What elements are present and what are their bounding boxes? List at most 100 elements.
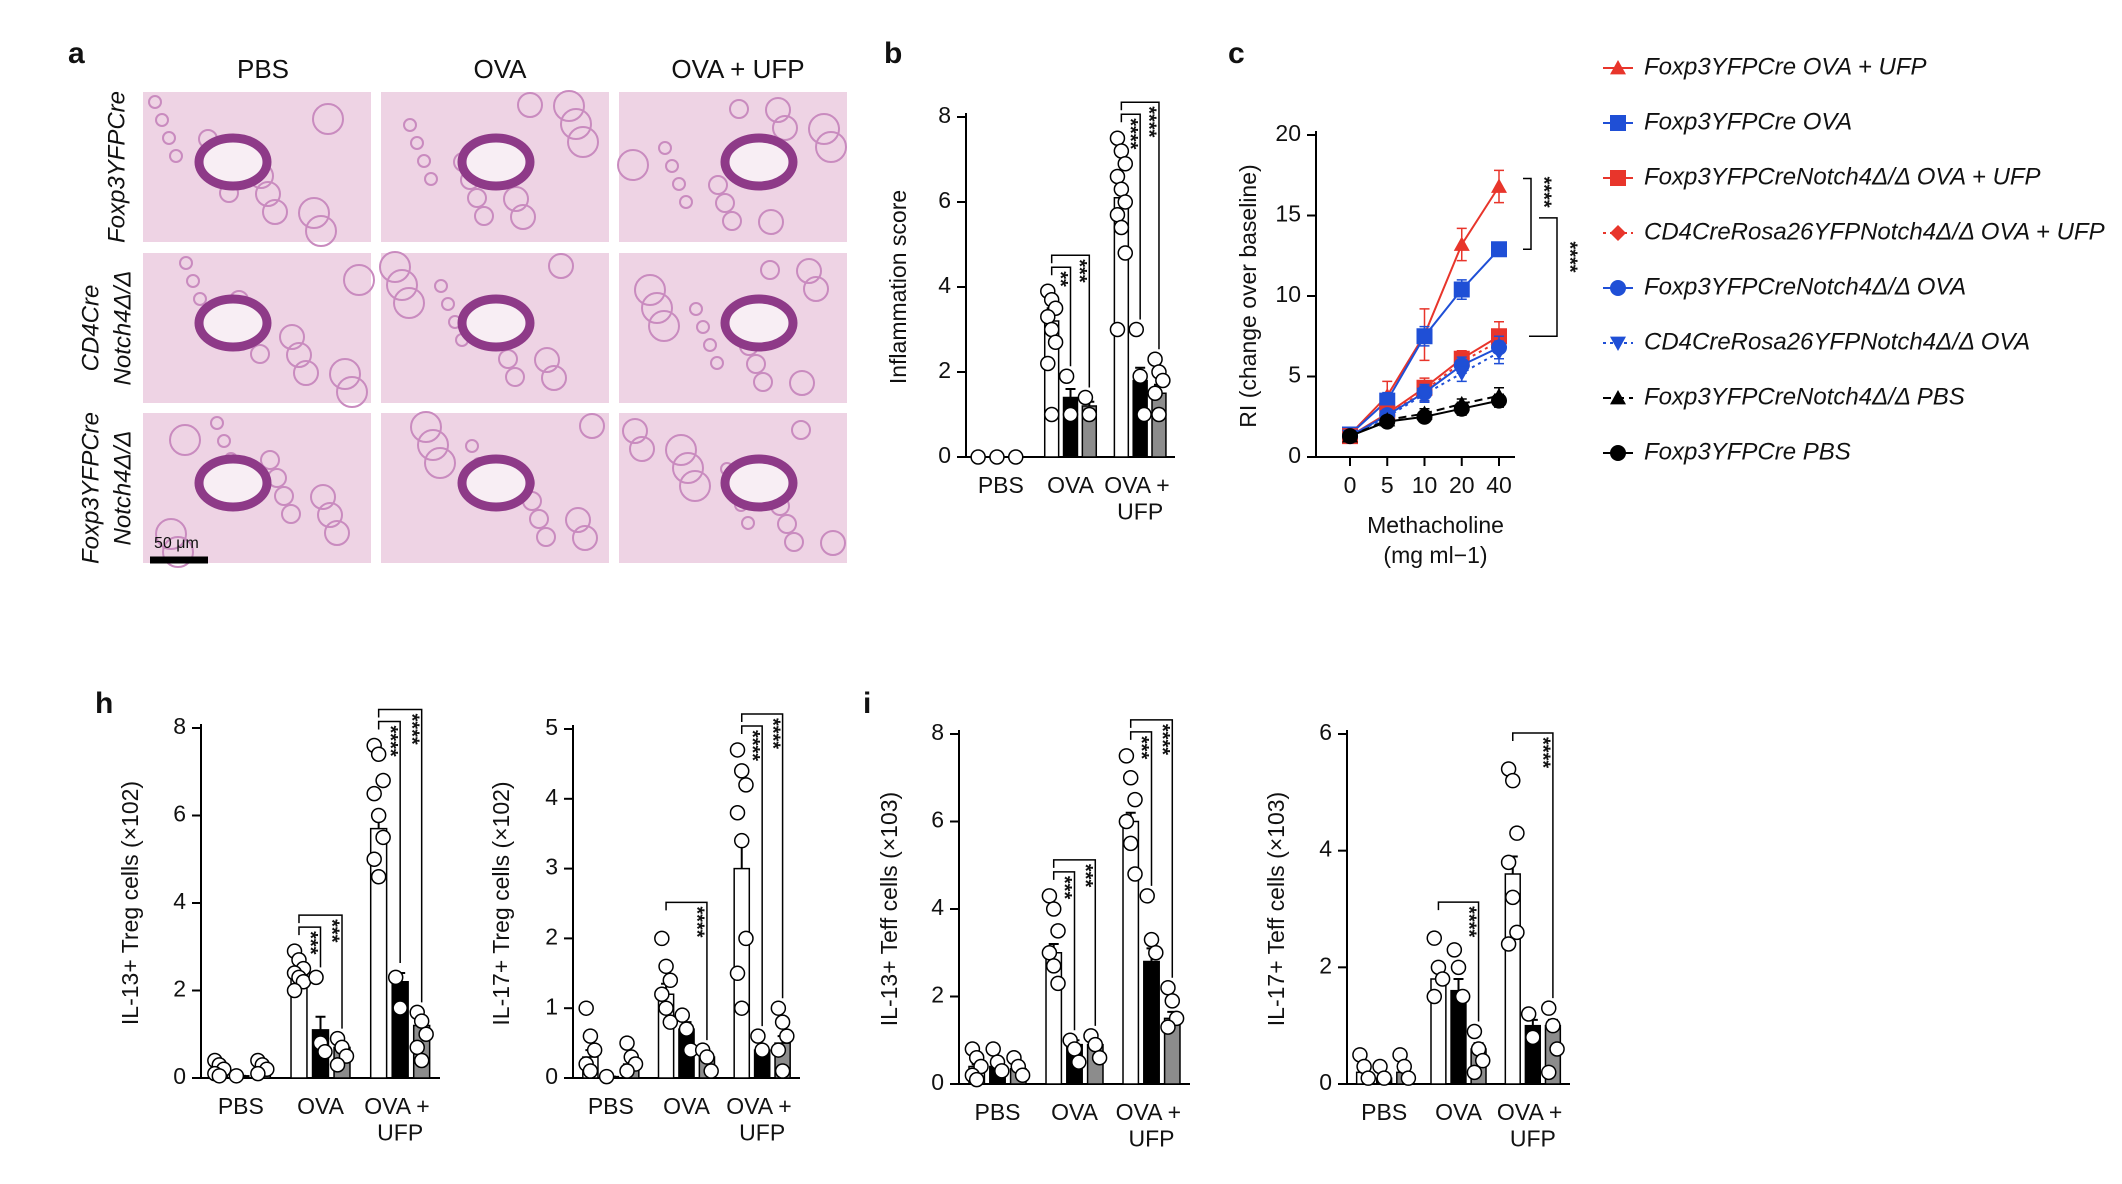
y-tick-label: 3 — [545, 854, 558, 880]
tissue-texture — [708, 175, 728, 195]
data-point — [1500, 854, 1517, 871]
legend-label: Foxp3YFPCre OVA — [1644, 108, 1852, 135]
legend-label: Foxp3YFPCreNotch4Δ/Δ OVA — [1644, 273, 1966, 300]
airway — [194, 454, 272, 512]
tissue-texture — [260, 450, 280, 470]
y-tick-label: 0 — [1288, 442, 1301, 468]
tissue-texture — [336, 376, 368, 408]
data-point — [733, 832, 750, 849]
tissue-texture — [789, 370, 815, 396]
legend-label: Foxp3YFPCreNotch4Δ/Δ PBS — [1644, 383, 1965, 410]
data-point — [1360, 1070, 1377, 1086]
significance-label: **** — [400, 714, 422, 745]
data-point — [619, 1035, 635, 1051]
tissue-texture — [629, 436, 655, 462]
tissue-texture — [641, 292, 673, 324]
column-header: OVA + UFP — [671, 54, 804, 84]
error-bar — [1065, 388, 1076, 398]
data-point — [211, 1068, 228, 1084]
x-tick-label: PBS — [978, 472, 1024, 498]
x-tick-label: PBS — [218, 1093, 264, 1119]
data-point — [674, 1007, 691, 1023]
tissue-texture — [410, 411, 442, 443]
marker — [1453, 366, 1470, 382]
data-point — [1041, 945, 1058, 961]
tissue-texture — [503, 186, 529, 212]
data-point — [598, 1068, 615, 1085]
data-point — [658, 1000, 674, 1016]
data-point — [1127, 866, 1143, 882]
tissue-texture — [162, 536, 194, 568]
x-tick-label: OVA — [297, 1093, 345, 1119]
significance-label: *** — [299, 931, 321, 955]
airway — [720, 454, 798, 512]
tissue-texture — [696, 320, 710, 334]
tissue-texture — [281, 504, 301, 524]
tissue-texture — [441, 297, 455, 311]
tissue-texture — [658, 141, 672, 155]
data-point — [1122, 770, 1139, 786]
y-tick-label: 2 — [931, 982, 944, 1008]
data-point — [1040, 355, 1056, 372]
tissue-texture — [434, 279, 448, 293]
data-point — [994, 1063, 1010, 1079]
tissue-texture — [672, 452, 704, 484]
data-point — [1128, 321, 1145, 338]
data-point — [1122, 835, 1139, 852]
data-point — [1160, 1019, 1176, 1035]
tissue-texture — [679, 195, 693, 209]
histology-grid — [143, 90, 847, 568]
bar — [391, 981, 409, 1079]
x-tick-label: PBS — [588, 1093, 634, 1119]
data-point — [770, 1042, 787, 1058]
tissue-texture — [386, 269, 418, 301]
data-point — [970, 449, 986, 465]
tissue-texture — [403, 118, 417, 132]
data-point — [1062, 406, 1079, 423]
data-point — [678, 1021, 695, 1037]
tissue-texture — [622, 418, 648, 444]
tissue-texture — [155, 113, 169, 127]
data-point — [1505, 772, 1521, 789]
data-point — [733, 763, 750, 779]
bar — [1504, 873, 1521, 1085]
tissue-texture — [255, 181, 281, 207]
marker — [1491, 345, 1507, 361]
marker — [1453, 236, 1470, 251]
data-point — [1434, 971, 1451, 987]
tissue-texture — [672, 177, 686, 191]
data-point — [1077, 389, 1094, 406]
legend-label: CD4CreRosa26YFPNotch4Δ/Δ OVA + UFP — [1644, 218, 2105, 245]
y-tick-label: 6 — [1319, 719, 1332, 745]
significance-label: *** — [1068, 259, 1090, 283]
marker — [1416, 408, 1433, 425]
data-point — [738, 930, 754, 947]
data-point — [370, 746, 387, 762]
tissue-texture — [541, 365, 567, 391]
bar — [1450, 989, 1467, 1085]
data-point — [774, 1063, 791, 1079]
legend-marker — [1610, 336, 1626, 351]
data-point — [1147, 385, 1163, 401]
panel-letter: c — [1228, 37, 1245, 70]
y-tick-label: 20 — [1275, 120, 1301, 146]
tissue-texture — [765, 97, 791, 123]
column-header: OVA — [474, 54, 528, 84]
data-point — [1118, 748, 1135, 764]
tissue-texture — [777, 514, 797, 534]
significance-label: **** — [1559, 241, 1581, 272]
y-tick-label: 5 — [1288, 362, 1301, 388]
data-point — [308, 969, 324, 986]
data-point — [1050, 975, 1066, 992]
airway — [457, 454, 535, 512]
tissue-texture — [393, 287, 425, 319]
tissue-texture — [715, 193, 735, 213]
legend-label: CD4CreRosa26YFPNotch4Δ/Δ OVA — [1644, 328, 2030, 355]
significance-label: *** — [1074, 864, 1096, 888]
airway — [457, 133, 535, 191]
y-tick-label: 4 — [931, 894, 944, 920]
x-tick-label: OVA — [1047, 472, 1095, 498]
data-point — [662, 972, 679, 989]
significance-bracket — [298, 926, 322, 968]
tissue-texture — [217, 434, 231, 448]
